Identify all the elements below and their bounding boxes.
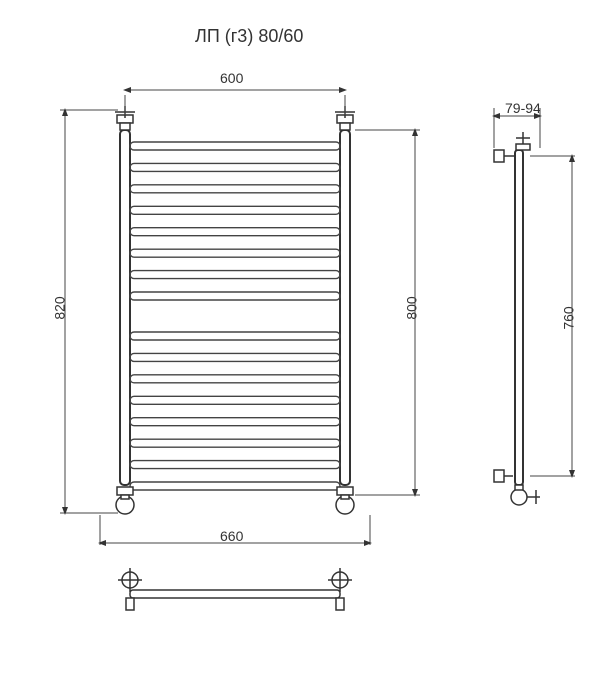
top-view bbox=[118, 568, 352, 610]
side-view bbox=[494, 132, 540, 505]
drawing-svg bbox=[0, 0, 600, 678]
horizontal-bars bbox=[130, 142, 340, 490]
front-view bbox=[115, 106, 355, 514]
bottom-fitting-left bbox=[116, 487, 134, 514]
bottom-fitting-right bbox=[336, 487, 354, 514]
